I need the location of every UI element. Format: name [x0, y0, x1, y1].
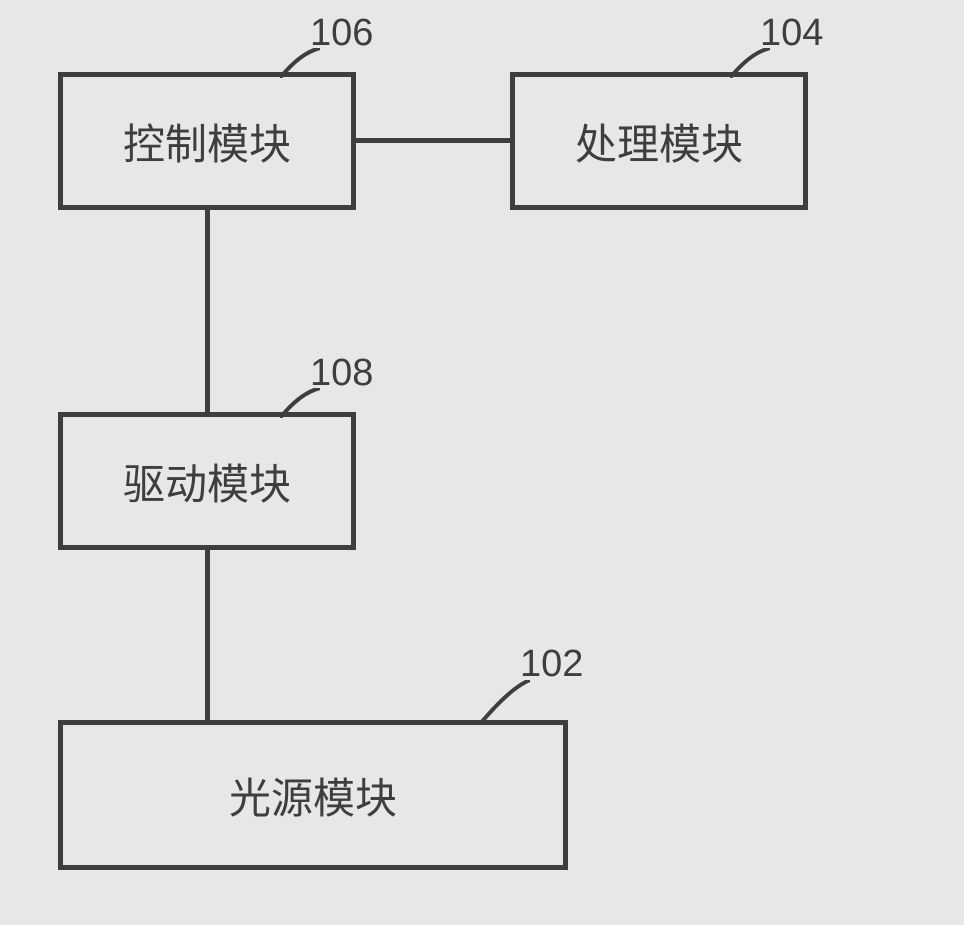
edge-driver-light — [205, 550, 210, 720]
node-control-label: 控制模块 — [123, 111, 291, 172]
ref-106: 106 — [310, 12, 373, 55]
node-processing: 处理模块 — [510, 72, 808, 210]
node-driver: 驱动模块 — [58, 412, 356, 550]
ref-104: 104 — [760, 12, 823, 55]
node-driver-label: 驱动模块 — [123, 451, 291, 512]
ref-108: 108 — [310, 352, 373, 395]
edge-control-driver — [205, 210, 210, 412]
ref-102: 102 — [520, 643, 583, 686]
edge-control-processing — [356, 138, 510, 143]
node-processing-label: 处理模块 — [575, 111, 743, 172]
node-light: 光源模块 — [58, 720, 568, 870]
node-light-label: 光源模块 — [229, 765, 397, 826]
block-diagram: 控制模块 106 处理模块 104 驱动模块 108 光源模块 102 — [0, 0, 964, 925]
node-control: 控制模块 — [58, 72, 356, 210]
leader-102 — [480, 680, 530, 724]
